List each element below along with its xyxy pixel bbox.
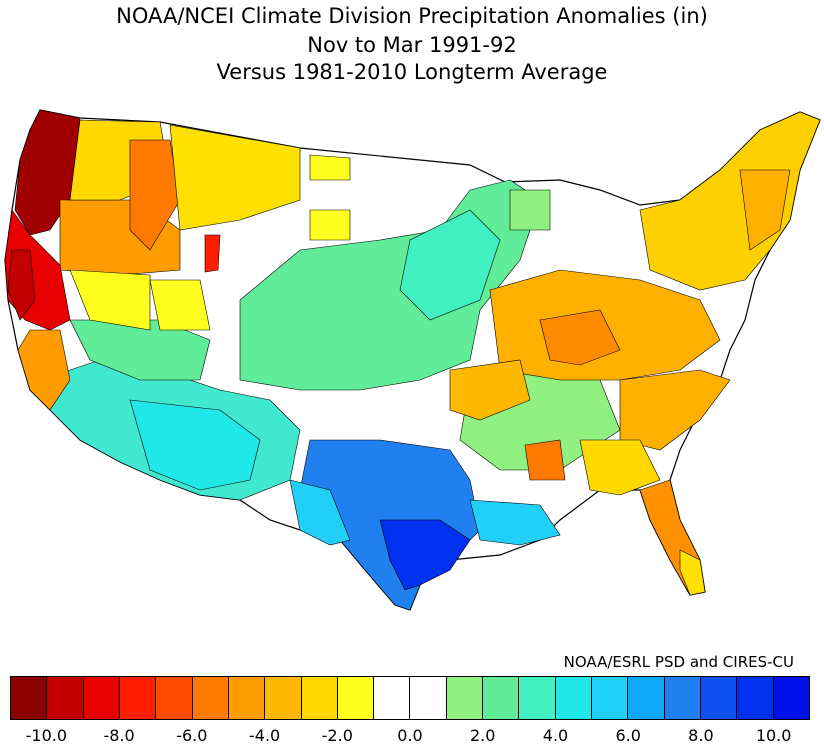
region-idaho-red [204,234,221,273]
region-iowa-aqua [399,209,501,321]
colorbar-swatch [83,677,120,719]
region-west-texas [289,479,351,546]
colorbar-swatch [265,677,302,719]
colorbar-tick-label: -2.0 [321,726,353,745]
region-louisiana [469,499,561,546]
region-montana-yellow [169,124,301,231]
region-south-florida [679,549,706,596]
colorbar-tick-label: 0.0 [397,726,423,745]
colorbar-swatch [592,677,629,719]
colorbar-tick-label: -6.0 [176,726,208,745]
colorbar-swatch [410,677,447,719]
colorbar-tick-label: -8.0 [103,726,135,745]
region-new-england-orange [739,169,791,251]
us-precipitation-map [4,109,821,611]
region-idaho-orange [129,139,181,251]
map-baseline: Versus 1981-2010 Longterm Average [216,60,608,84]
colorbar-tick-label: -10.0 [25,726,68,745]
colorbar-swatch [156,677,193,719]
region-socal [17,329,71,411]
colorbar-swatch [737,677,774,719]
colorbar-swatch [11,677,48,719]
colorbar-swatch [374,677,411,719]
colorbar-tick-label: 2.0 [469,726,496,745]
colorbar-swatch [228,677,266,719]
region-sd-yellow [309,209,351,241]
region-georgia-yellow [579,439,661,496]
colorbar-swatch [119,677,157,719]
region-norcal-dark [7,249,36,321]
region-carolinas [619,369,731,451]
colorbar-tick-label: 6.0 [615,726,641,745]
region-mississippi [524,439,566,481]
region-northeast [639,111,821,291]
colorbar-tick-label: -4.0 [248,726,281,745]
data-credit: NOAA/ESRL PSD and CIRES-CU [563,653,794,671]
colorbar-swatch [301,677,338,719]
map-title: NOAA/NCEI Climate Division Precipitation… [116,4,708,28]
colorbar-swatch [519,677,556,719]
colorbar-swatch [700,677,738,719]
colorbar [10,676,810,720]
colorbar-swatch [664,677,701,719]
map-period: Nov to Mar 1991-92 [307,33,517,57]
region-nd-yellow [309,154,351,181]
colorbar-tick-label: 8.0 [688,726,714,745]
region-texas-coast [379,519,471,591]
colorbar-swatch [192,677,229,719]
colorbar-swatch [555,677,592,719]
colorbar-swatch [483,677,520,719]
region-utah-yellow [149,279,211,331]
region-kentucky [539,309,621,366]
colorbar-tick-label: 4.0 [542,726,569,745]
colorbar-swatch [47,677,84,719]
region-wisconsin-green [509,189,551,231]
region-nevada-yellow [69,269,151,331]
region-missouri-orange [449,359,531,421]
colorbar-swatch [337,677,375,719]
region-arizona-cyan [129,399,261,491]
colorbar-tick-label: 10.0 [755,726,792,745]
colorbar-swatch [628,677,665,719]
colorbar-swatch [446,677,484,719]
colorbar-swatch [773,677,809,719]
